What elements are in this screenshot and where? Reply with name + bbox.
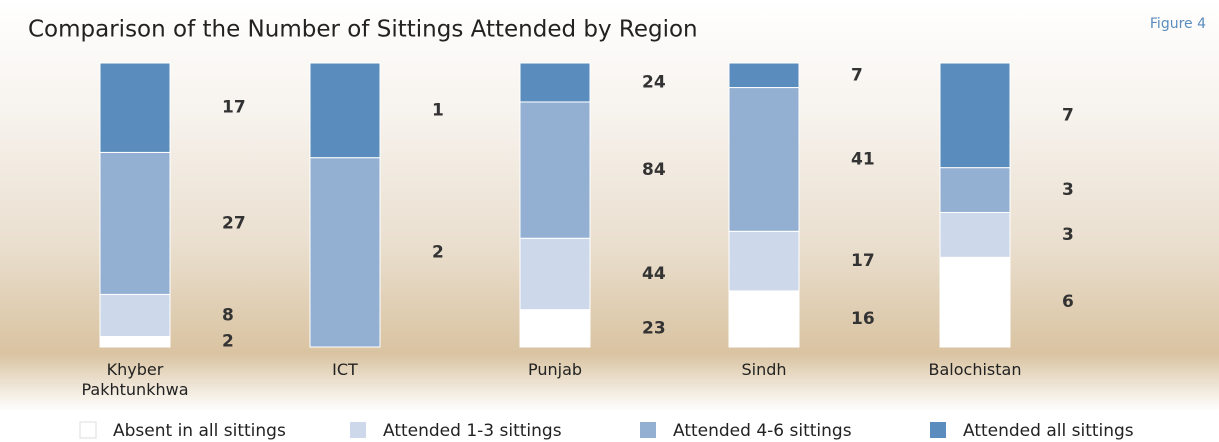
x-tick-label: Balochistan xyxy=(928,360,1022,379)
bar-segment xyxy=(309,62,381,159)
data-label: 1 xyxy=(432,100,444,120)
bar-segment xyxy=(939,211,1011,258)
data-label: 23 xyxy=(642,318,666,338)
bar-segment xyxy=(99,62,171,153)
bar-segment xyxy=(939,62,1011,169)
bar-segment xyxy=(309,157,381,348)
data-label: 17 xyxy=(222,98,246,118)
bar-segment xyxy=(519,237,591,311)
data-label: 27 xyxy=(222,213,246,233)
data-label: 24 xyxy=(642,72,666,92)
bar-segment xyxy=(728,290,800,348)
data-label: 2 xyxy=(222,332,234,352)
figure-label: Figure 4 xyxy=(1150,16,1206,32)
data-label: 8 xyxy=(222,305,234,325)
bar-segment xyxy=(519,62,591,103)
bar-segment xyxy=(99,293,171,337)
bar-segment xyxy=(99,335,171,348)
bar-segment xyxy=(728,87,800,232)
bar-segment xyxy=(939,167,1011,213)
data-label: 16 xyxy=(851,309,875,329)
chart-title: Comparison of the Number of Sittings Att… xyxy=(28,17,698,43)
bar-segment xyxy=(728,230,800,292)
legend-label: Attended 4-6 sittings xyxy=(673,421,852,441)
data-label: 3 xyxy=(1062,225,1074,245)
legend-label: Attended all sittings xyxy=(963,421,1134,441)
bar-segment xyxy=(728,62,800,89)
legend-swatch xyxy=(79,421,97,439)
legend-swatch xyxy=(350,422,366,438)
data-label: 7 xyxy=(1062,105,1074,125)
bar-segment xyxy=(939,256,1011,348)
data-label: 7 xyxy=(851,65,863,85)
data-label: 2 xyxy=(432,242,444,262)
data-label: 3 xyxy=(1062,180,1074,200)
data-label: 41 xyxy=(851,149,875,169)
bar-segment xyxy=(99,151,171,295)
legend-swatch xyxy=(640,422,656,438)
legend-label: Attended 1-3 sittings xyxy=(383,421,562,441)
x-tick-label: Sindh xyxy=(741,360,787,379)
legend-swatch xyxy=(930,422,946,438)
legend-label: Absent in all sittings xyxy=(113,421,286,441)
bar-segment xyxy=(519,309,591,348)
x-tick-label: ICT xyxy=(332,360,358,379)
data-label: 84 xyxy=(642,160,666,180)
x-tick-label: Punjab xyxy=(527,360,583,379)
bar-segment xyxy=(519,101,591,239)
x-tick-label: Khyber Pakhtunkhwa xyxy=(81,360,189,399)
data-label: 6 xyxy=(1062,292,1074,312)
data-label: 44 xyxy=(642,264,666,284)
data-label: 17 xyxy=(851,251,875,271)
